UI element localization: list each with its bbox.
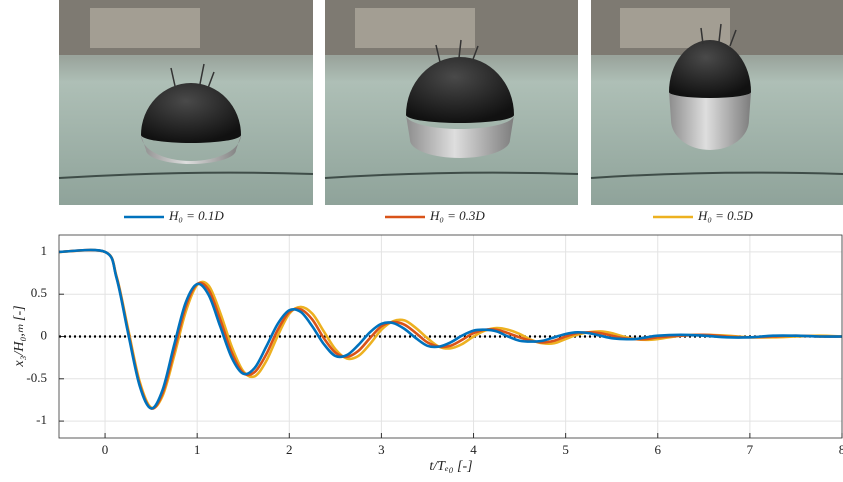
legend-label: H₀ = 0.1D: [168, 208, 224, 223]
x-tick-label: 4: [470, 442, 477, 457]
y-tick-label: 0: [41, 327, 48, 342]
x-tick-label: 3: [378, 442, 385, 457]
x-tick-label: 7: [747, 442, 754, 457]
y-axis-label: x₃/H₀,ₘ [-]: [12, 305, 27, 367]
photo-3: [590, 0, 843, 205]
y-tick-label: -0.5: [26, 370, 47, 385]
x-tick-label: 0: [102, 442, 109, 457]
photo-2: [324, 0, 579, 205]
x-tick-label: 1: [194, 442, 201, 457]
y-tick-label: 0.5: [31, 285, 47, 300]
x-tick-label: 2: [286, 442, 293, 457]
legend: H₀ = 0.1D H₀ = 0.3D H₀ = 0.5D: [124, 208, 753, 223]
legend-label: H₀ = 0.5D: [697, 208, 753, 223]
x-tick-label: 8: [839, 442, 843, 457]
y-tick-label: 1: [41, 243, 48, 258]
legend-label: H₀ = 0.3D: [429, 208, 485, 223]
x-tick-label: 6: [655, 442, 662, 457]
x-tick-label: 5: [562, 442, 569, 457]
x-axis-label: t/Tₑ₀ [-]: [429, 459, 472, 474]
plot-area: 0 1 2 3 4 5 6 7 8 -1 -0.5 0 0.5 1: [26, 234, 843, 457]
data-line: [58, 248, 843, 410]
y-tick-label: -1: [36, 412, 47, 427]
plot-frame: [58, 234, 843, 439]
photo-1: [58, 0, 314, 205]
